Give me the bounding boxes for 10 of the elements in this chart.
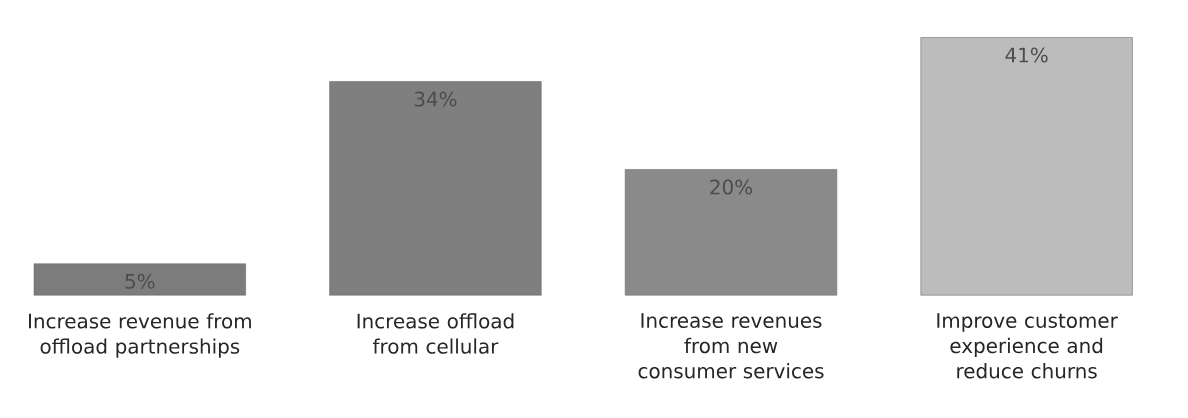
- data-label: 20%: [710, 179, 753, 195]
- x-tick-label: Increase offload from cellular: [357, 313, 514, 354]
- x-tick-label: Increase revenues from new consumer services: [638, 313, 824, 379]
- x-tick-label: Increase revenue from offload partnerships: [29, 313, 251, 358]
- bar: [920, 37, 1133, 296]
- bar: [624, 169, 838, 296]
- x-tick-label: Improve customer experience and reduce churns: [937, 313, 1118, 379]
- data-label: 41%: [1005, 47, 1048, 63]
- bar: [33, 263, 246, 296]
- bar: [329, 81, 542, 296]
